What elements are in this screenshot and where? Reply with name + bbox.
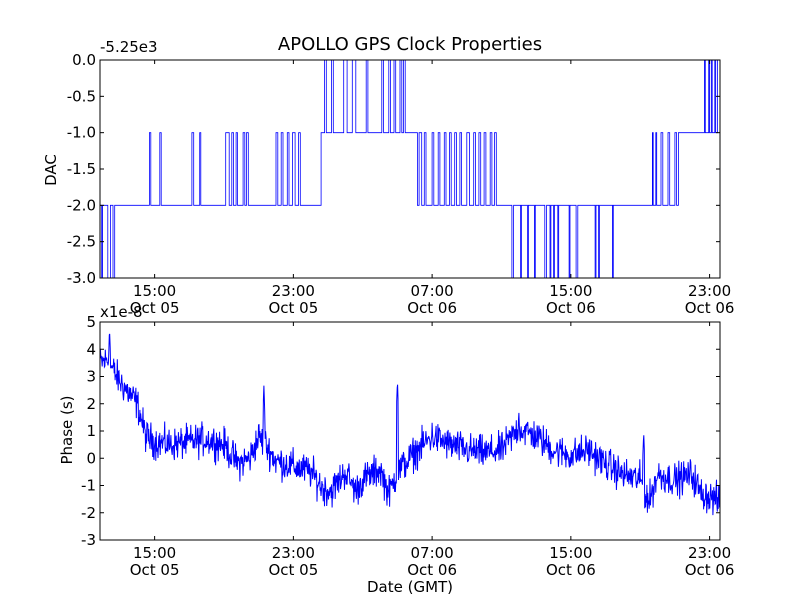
x-tick-label-time: 07:00 (410, 282, 453, 300)
phase-x-axis-label: Date (GMT) (367, 578, 453, 596)
x-tick-label-date: Oct 06 (546, 561, 596, 579)
phase-y-axis-label: Phase (s) (58, 395, 76, 464)
x-tick-label-time: 23:00 (688, 282, 731, 300)
y-tick-label: 0.0 (72, 51, 96, 69)
y-tick-label: -2.5 (67, 233, 96, 251)
y-tick-label: -2 (81, 504, 96, 522)
dac-y-axis-label: DAC (42, 154, 60, 186)
x-tick-label-date: Oct 05 (268, 561, 318, 579)
y-tick-label: -1.0 (67, 124, 96, 142)
y-tick-label: 0 (86, 449, 96, 467)
x-tick-label-time: 23:00 (272, 544, 315, 562)
dac-series-line (100, 59, 720, 279)
x-tick-label-time: 07:00 (410, 544, 453, 562)
dac-panel: -5.25e3 DAC 0.0 -0.5 -1.0 -1.5 -2.0 -2.5 -3.0 1… (42, 38, 734, 317)
y-tick-label: -1.5 (67, 160, 96, 178)
y-tick-label: -3 (81, 531, 96, 549)
x-tick-label-date: Oct 06 (685, 299, 735, 317)
y-tick-label: 2 (86, 395, 96, 413)
plot-frame (99, 59, 721, 279)
phase-series-line (99, 333, 721, 516)
y-tick-label: 3 (86, 368, 96, 386)
y-tick-label: -3.0 (67, 269, 96, 287)
x-tick-label-date: Oct 05 (130, 299, 180, 317)
x-tick-label-time: 15:00 (133, 282, 176, 300)
x-tick-label-date: Oct 06 (407, 299, 457, 317)
y-tick-label: 1 (86, 422, 96, 440)
x-tick-label-time: 15:00 (549, 282, 592, 300)
x-tick-label-date: Oct 06 (546, 299, 596, 317)
y-tick-label: -1 (81, 477, 96, 495)
x-tick-label-date: Oct 05 (130, 561, 180, 579)
x-tick-label-date: Oct 06 (407, 561, 457, 579)
x-tick-label-time: 15:00 (133, 544, 176, 562)
x-tick-label-time: 23:00 (272, 282, 315, 300)
x-tick-label-date: Oct 06 (685, 561, 735, 579)
x-tick-label-date: Oct 05 (268, 299, 318, 317)
y-tick-label: 4 (86, 340, 96, 358)
plot-frame (99, 321, 721, 541)
dac-offset-label: -5.25e3 (100, 38, 158, 56)
y-tick-label: -0.5 (67, 87, 96, 105)
chart-title: APOLLO GPS Clock Properties (278, 34, 542, 55)
y-tick-label: 5 (86, 313, 96, 331)
x-tick-label-time: 15:00 (549, 544, 592, 562)
phase-panel: x1e-8 Phase (s) Date (GMT) 5 4 3 2 1 0 -1 -2 -3 1… (58, 303, 734, 596)
y-tick-label: -2.0 (67, 196, 96, 214)
x-tick-label-time: 23:00 (688, 544, 731, 562)
phase-offset-label: x1e-8 (100, 303, 143, 321)
